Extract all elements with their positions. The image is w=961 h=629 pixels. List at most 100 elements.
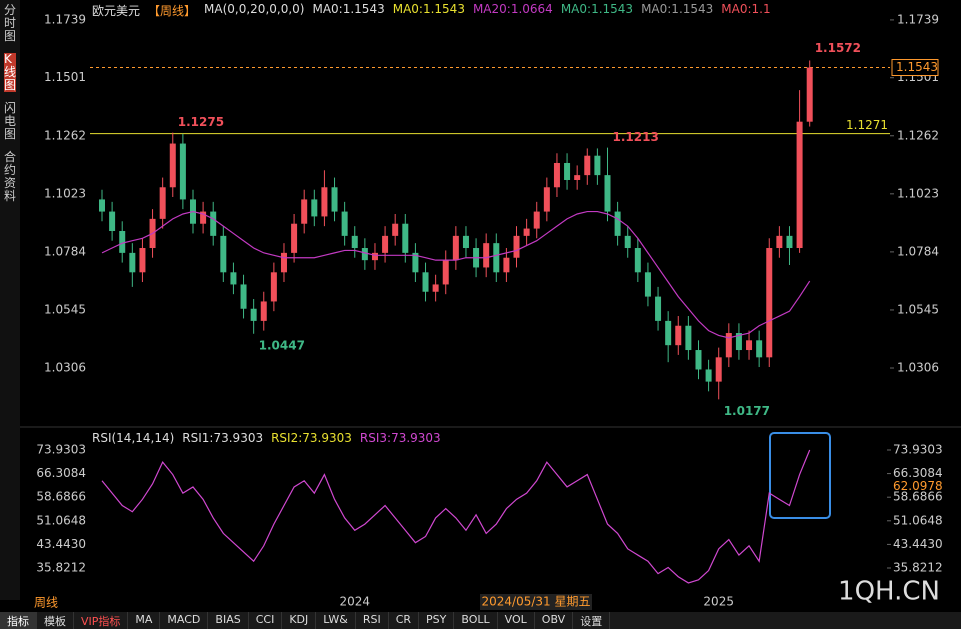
x-tick-label: 2024 [339, 595, 370, 609]
candle-body [533, 211, 540, 229]
rsi-tick-label: 51.0648 [36, 513, 86, 527]
candle-body [230, 272, 237, 285]
sidebar-tab[interactable]: 闪电图 [4, 101, 17, 141]
rsi-tick-label-right: 58.6866 [893, 490, 943, 504]
rsi-header-item: RSI3:73.9303 [359, 431, 441, 445]
header-item: MA0:1.1543 [560, 2, 634, 16]
x-tick-label: 2025 [703, 595, 734, 609]
y-tick-label-right: 1.0784 [897, 244, 939, 258]
candle-body [129, 252, 136, 273]
extreme-label: 1.0447 [259, 338, 305, 352]
candle-body [564, 162, 571, 180]
candle-body [786, 235, 793, 249]
tab[interactable]: 指标 [0, 612, 37, 629]
tab[interactable]: 设置 [573, 612, 611, 629]
candle-body [341, 211, 348, 236]
candle-body [291, 223, 298, 253]
tab[interactable]: PSY [419, 612, 455, 629]
rsi-tick-label: 35.8212 [36, 560, 86, 574]
candle-body [776, 235, 783, 249]
candle-body [159, 187, 166, 219]
header-item: MA0:1.1543 [392, 2, 465, 16]
candle-body [392, 223, 399, 236]
tab[interactable]: OBV [535, 612, 574, 629]
y-tick-label: 1.1262 [44, 128, 86, 142]
tab[interactable]: CR [389, 612, 420, 629]
tab[interactable]: RSI [356, 612, 389, 629]
candle-body [361, 248, 368, 261]
header-item: MA20:1.0664 [472, 2, 553, 16]
tab[interactable]: KDJ [282, 612, 317, 629]
candle-body [695, 350, 702, 370]
candle-body [200, 211, 207, 224]
cursor-value: 62.0978 [893, 479, 943, 493]
tab[interactable]: CCI [249, 612, 283, 629]
candle-body [422, 272, 429, 292]
candle-body [553, 162, 560, 188]
rsi-tick-label: 66.3084 [36, 466, 86, 480]
tab[interactable]: MACD [160, 612, 209, 629]
sidebar-tab[interactable]: 分时图 [4, 3, 17, 43]
line-series [101, 210, 811, 339]
header-item: MA(0,0,20,0,0,0) [204, 2, 305, 16]
candle-body [483, 243, 490, 268]
candle-body [220, 235, 227, 273]
candle-body [594, 155, 601, 176]
tab[interactable]: LW& [316, 612, 356, 629]
tab[interactable]: 模板 [37, 612, 74, 629]
candle-body [270, 272, 277, 302]
extreme-label: 1.0177 [724, 404, 770, 418]
tab[interactable]: BIAS [208, 612, 249, 629]
watermark: 1QH.CN [838, 577, 940, 607]
y-tick-label: 1.0545 [44, 302, 86, 316]
candle-body [543, 187, 550, 212]
candle-body [139, 248, 146, 273]
price-header: 欧元美元 【周线】 MA(0,0,20,0,0,0) MA0:1.1543 MA0:1.… [92, 2, 771, 19]
candle-body [574, 175, 581, 180]
candle-body [766, 248, 773, 358]
y-tick-label-right: 1.0306 [897, 361, 939, 375]
candle-body [301, 199, 308, 224]
candle-body [715, 357, 722, 382]
candle-body [634, 248, 641, 273]
y-tick-label-right: 1.1023 [897, 186, 939, 200]
price-label: 1.1543 [896, 60, 938, 74]
rsi-tick-label: 58.6866 [36, 490, 86, 504]
y-tick-label: 1.1739 [44, 12, 86, 26]
header-item: MA0:1.1 [721, 2, 771, 16]
tab[interactable]: VIP指标 [74, 612, 129, 629]
rsi-header-item: RSI1:73.9303 [182, 431, 264, 445]
price-label-box [891, 59, 939, 77]
cursor-date: 2024/05/31 星期五 [482, 595, 591, 609]
candle-body [412, 252, 419, 273]
period-label: 周线 [34, 596, 58, 610]
rsi-tick-label-right: 35.8212 [893, 560, 943, 574]
candle-body [462, 235, 469, 249]
tab[interactable]: MA [128, 612, 161, 629]
sidebar-tab[interactable]: 合约资料 [4, 150, 17, 203]
candle-body [614, 211, 621, 236]
candle-body [442, 260, 449, 285]
extreme-label: 1.1275 [178, 115, 224, 129]
sidebar-tab[interactable]: K线图 [4, 52, 17, 92]
rsi-tick-label-right: 51.0648 [893, 513, 943, 527]
header-item: 【周线】 [148, 4, 197, 18]
tab[interactable]: VOL [498, 612, 535, 629]
y-tick-label: 1.1023 [44, 186, 86, 200]
rsi-header-item: RSI2:73.9303 [271, 431, 352, 445]
candle-body [402, 223, 409, 253]
candle-body [746, 340, 753, 351]
rsi-tick-label-right: 43.4430 [893, 537, 943, 551]
candle-body [735, 333, 742, 351]
y-tick-label: 1.1501 [44, 70, 86, 84]
candle-body [250, 308, 257, 321]
price-label: 1.1271 [846, 118, 888, 132]
candle-body [604, 175, 611, 212]
candle-body [260, 301, 267, 321]
candle-body [584, 155, 591, 176]
candle-body [665, 320, 672, 346]
header-item: MA0:1.1543 [641, 2, 714, 16]
tab[interactable]: BOLL [454, 612, 498, 629]
candle-body [109, 211, 116, 232]
